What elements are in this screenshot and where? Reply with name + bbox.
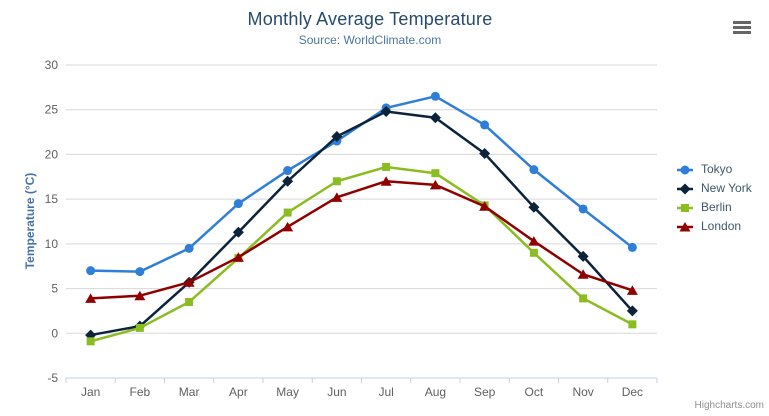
chart-title: Monthly Average Temperature	[247, 9, 493, 29]
legend-marker-circle	[677, 165, 693, 174]
legend-marker-diamond	[677, 183, 693, 194]
x-axis-tick-label: Mar	[179, 385, 200, 399]
hamburger-icon	[733, 31, 751, 34]
data-point[interactable]	[380, 106, 392, 118]
data-point[interactable]	[183, 277, 195, 287]
legend-marker-triangle	[677, 221, 693, 232]
data-point[interactable]	[480, 120, 490, 130]
data-point[interactable]	[331, 192, 343, 202]
data-point[interactable]	[429, 179, 441, 190]
legend-label: New York	[701, 181, 752, 195]
legend-marker-square	[677, 203, 693, 212]
data-point[interactable]	[184, 243, 194, 253]
data-point[interactable]	[380, 176, 392, 186]
data-point[interactable]	[579, 294, 588, 303]
legend-item-tokyo[interactable]: Tokyo	[676, 162, 752, 177]
x-axis-tick-label: Aug	[425, 385, 446, 399]
x-axis-tick-label: May	[276, 385, 299, 399]
context-menu-button[interactable]	[732, 20, 752, 35]
series-line-berlin	[89, 165, 634, 343]
y-axis-tick-label: 25	[45, 103, 59, 117]
data-point[interactable]	[578, 204, 588, 214]
data-point[interactable]	[283, 166, 293, 176]
x-axis-tick-label: Feb	[130, 385, 151, 399]
x-axis-tick-label: Jun	[327, 385, 346, 399]
data-point[interactable]	[134, 290, 146, 301]
x-axis-tick-label: Dec	[622, 385, 643, 399]
data-point[interactable]	[681, 203, 689, 212]
data-point[interactable]	[628, 320, 637, 329]
data-point[interactable]	[331, 131, 343, 143]
data-point[interactable]	[232, 226, 244, 238]
y-axis-tick-label: 10	[45, 237, 59, 251]
data-point[interactable]	[528, 236, 540, 246]
data-point[interactable]	[626, 285, 638, 295]
y-axis-tick-label: 30	[45, 58, 59, 72]
legend-label: London	[701, 219, 742, 233]
credits-link[interactable]: Highcharts.com	[694, 400, 764, 411]
data-point[interactable]	[431, 169, 440, 178]
data-point[interactable]	[382, 162, 391, 171]
legend-item-new-york[interactable]: New York	[676, 181, 752, 196]
data-point[interactable]	[577, 250, 589, 262]
y-axis-tick-label: 15	[45, 192, 59, 206]
data-point[interactable]	[680, 165, 690, 174]
data-point[interactable]	[185, 297, 194, 306]
data-point[interactable]	[332, 177, 341, 186]
legend: Tokyo New York Berlin London	[676, 162, 752, 234]
legend-item-berlin[interactable]: Berlin	[676, 200, 752, 215]
x-axis-tick-label: Sep	[474, 385, 496, 399]
data-point[interactable]	[479, 201, 491, 211]
hamburger-icon	[733, 26, 751, 29]
series-london[interactable]	[85, 176, 638, 303]
y-axis-tick-label: 20	[45, 147, 59, 161]
x-axis-tick-label: Jan	[81, 385, 100, 399]
data-point[interactable]	[282, 221, 294, 232]
data-point[interactable]	[86, 337, 95, 346]
y-axis-tick-label: -5	[47, 371, 58, 385]
data-point[interactable]	[577, 269, 589, 279]
data-point[interactable]	[626, 305, 638, 317]
data-point[interactable]	[529, 165, 539, 175]
series-tokyo[interactable]	[86, 91, 637, 277]
data-point[interactable]	[429, 112, 441, 124]
y-axis-tick-label: 0	[51, 326, 58, 340]
series-line-tokyo	[89, 95, 634, 273]
legend-label: Berlin	[701, 200, 732, 214]
series-line-london	[89, 180, 634, 300]
series-line-new-york	[89, 110, 634, 337]
data-point[interactable]	[233, 199, 243, 209]
data-point[interactable]	[283, 208, 292, 217]
series-new-york[interactable]	[85, 106, 638, 341]
data-point[interactable]	[529, 248, 538, 257]
x-axis-tick-label: Jul	[378, 385, 393, 399]
data-point[interactable]	[679, 221, 691, 232]
data-point[interactable]	[679, 183, 691, 194]
data-point[interactable]	[479, 148, 491, 160]
data-point[interactable]	[85, 293, 97, 303]
data-point[interactable]	[135, 267, 145, 277]
data-point[interactable]	[282, 175, 294, 187]
data-point[interactable]	[528, 201, 540, 213]
y-axis-title: Temperature (°C)	[23, 172, 37, 270]
legend-label: Tokyo	[701, 162, 733, 176]
data-point[interactable]	[232, 252, 244, 262]
x-axis-tick-label: Apr	[229, 385, 248, 399]
y-axis-tick-label: 5	[51, 282, 58, 296]
data-point[interactable]	[135, 323, 144, 332]
hamburger-icon	[733, 21, 751, 24]
x-axis-tick-label: Oct	[525, 385, 544, 399]
data-point[interactable]	[430, 91, 440, 101]
x-axis-tick-label: Nov	[572, 385, 593, 399]
chart-subtitle: Source: WorldClimate.com	[298, 33, 442, 47]
legend-item-london[interactable]: London	[676, 219, 752, 234]
data-point[interactable]	[86, 266, 96, 276]
data-point[interactable]	[627, 242, 637, 252]
